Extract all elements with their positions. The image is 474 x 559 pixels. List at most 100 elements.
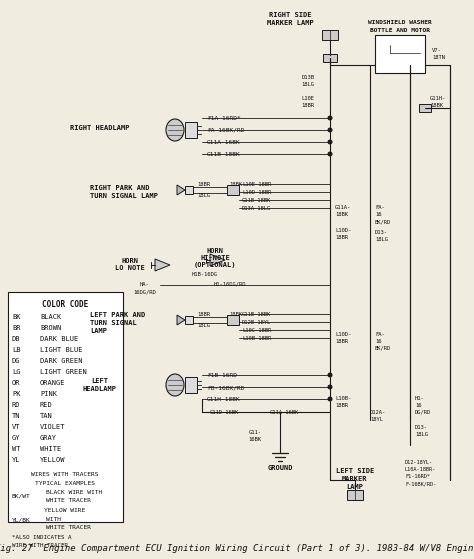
Text: L10C-18BR: L10C-18BR <box>242 328 271 333</box>
Text: HI-NOTE: HI-NOTE <box>200 255 230 261</box>
Text: 18BR: 18BR <box>335 403 348 408</box>
Text: LEFT: LEFT <box>91 378 109 384</box>
Text: 18LG: 18LG <box>375 237 388 242</box>
Text: G11A-16BK: G11A-16BK <box>207 140 241 145</box>
Text: 18YL: 18YL <box>370 417 383 422</box>
Text: WIRE WITH TRACER: WIRE WITH TRACER <box>12 543 68 548</box>
Text: DG: DG <box>12 358 20 364</box>
Text: G11B-18BK: G11B-18BK <box>242 312 271 317</box>
Text: TN: TN <box>12 413 20 419</box>
Text: BK: BK <box>12 314 20 320</box>
Text: G11B-18BK: G11B-18BK <box>207 152 241 157</box>
Text: TURN SIGNAL: TURN SIGNAL <box>90 320 137 326</box>
Text: LEFT SIDE: LEFT SIDE <box>336 468 374 474</box>
Text: DARK BLUE: DARK BLUE <box>40 336 78 342</box>
Text: H1B-16DG: H1B-16DG <box>192 272 218 277</box>
Bar <box>8 292 123 522</box>
Text: 18LG: 18LG <box>415 432 428 437</box>
Text: L10A-18BR-: L10A-18BR- <box>405 467 436 472</box>
Text: FA-: FA- <box>375 332 385 337</box>
Text: LAMP: LAMP <box>346 484 364 490</box>
Text: 18BR: 18BR <box>197 182 210 187</box>
Text: 18BR: 18BR <box>301 103 315 108</box>
Bar <box>227 185 239 195</box>
Polygon shape <box>177 185 185 195</box>
Text: L10D-18BR: L10D-18BR <box>242 190 271 195</box>
Circle shape <box>328 140 332 144</box>
Text: F-16BK/RD-: F-16BK/RD- <box>405 481 436 486</box>
Text: RED: RED <box>40 402 53 408</box>
Text: BK/WT: BK/WT <box>12 494 31 499</box>
Text: FA-: FA- <box>375 205 385 210</box>
Bar <box>419 104 431 112</box>
Text: GY: GY <box>12 435 20 441</box>
Bar <box>185 186 193 194</box>
Text: V7-: V7- <box>432 48 442 53</box>
Text: LO NOTE: LO NOTE <box>115 265 145 271</box>
Text: (OPTIONAL): (OPTIONAL) <box>194 262 236 268</box>
Text: LIGHT BLUE: LIGHT BLUE <box>40 347 82 353</box>
Circle shape <box>328 128 332 132</box>
Text: 18TN: 18TN <box>432 55 445 60</box>
Text: YELLOW: YELLOW <box>40 457 65 463</box>
Text: RIGHT SIDE: RIGHT SIDE <box>269 12 311 18</box>
Text: D13A-18LG: D13A-18LG <box>242 206 271 211</box>
Text: G11A-: G11A- <box>335 205 351 210</box>
Text: G11H-: G11H- <box>430 96 446 101</box>
Text: D13-: D13- <box>375 230 388 235</box>
Text: HORN: HORN <box>121 258 138 264</box>
Text: COLOR CODE: COLOR CODE <box>42 300 88 309</box>
Text: WHITE TRACER: WHITE TRACER <box>46 498 91 503</box>
Text: YL/BK: YL/BK <box>12 517 31 522</box>
Text: RIGHT PARK AND: RIGHT PARK AND <box>90 185 149 191</box>
Text: F1-16RD*: F1-16RD* <box>405 474 430 479</box>
Text: 16BK: 16BK <box>248 437 262 442</box>
Bar <box>347 490 363 500</box>
Text: 18BK: 18BK <box>430 103 443 108</box>
Bar <box>185 316 193 324</box>
Text: L10B-: L10B- <box>335 396 351 401</box>
Text: FB-16BK/RD: FB-16BK/RD <box>207 385 245 390</box>
Text: OR: OR <box>12 380 20 386</box>
Bar <box>375 35 425 73</box>
Text: 18LG: 18LG <box>197 323 210 328</box>
Text: 16: 16 <box>415 403 421 408</box>
Text: VT: VT <box>12 424 20 430</box>
Text: DARK GREEN: DARK GREEN <box>40 358 82 364</box>
Text: F1A-16RD*: F1A-16RD* <box>207 116 241 121</box>
Text: MARKER: MARKER <box>342 476 368 482</box>
Text: RD: RD <box>12 402 20 408</box>
Text: L10D-: L10D- <box>335 332 351 337</box>
Polygon shape <box>155 259 170 271</box>
Circle shape <box>328 116 332 120</box>
Polygon shape <box>177 315 185 325</box>
Text: G11B-18BK: G11B-18BK <box>242 198 271 203</box>
Text: 18BK: 18BK <box>229 182 242 187</box>
Ellipse shape <box>166 119 184 141</box>
Text: GRAY: GRAY <box>40 435 57 441</box>
Text: L10E-18BR: L10E-18BR <box>242 182 271 187</box>
Text: *ALSO INDICATES A: *ALSO INDICATES A <box>12 535 72 540</box>
Text: ORANGE: ORANGE <box>40 380 65 386</box>
Text: WIRES WITH TRACERS: WIRES WITH TRACERS <box>31 472 99 477</box>
Text: Fig. 27  Engine Compartment ECU Ignition Wiring Circuit (Part 1 of 3). 1983-84 W: Fig. 27 Engine Compartment ECU Ignition … <box>0 544 474 553</box>
Text: D13B: D13B <box>301 75 315 80</box>
Text: 18LG: 18LG <box>197 193 210 198</box>
Text: YELLOW WIRE: YELLOW WIRE <box>45 508 86 513</box>
Text: G11D-16BK: G11D-16BK <box>210 410 239 415</box>
Text: 16: 16 <box>375 212 382 217</box>
Text: 18BR: 18BR <box>335 235 348 240</box>
Text: TAN: TAN <box>40 413 53 419</box>
Text: D13-: D13- <box>415 425 428 430</box>
Text: G11A-16BK: G11A-16BK <box>270 410 299 415</box>
Text: TURN SIGNAL LAMP: TURN SIGNAL LAMP <box>90 193 158 199</box>
Text: D12B-18YL: D12B-18YL <box>242 320 271 325</box>
Text: L10E: L10E <box>301 96 315 101</box>
Text: DG/RD: DG/RD <box>415 410 431 415</box>
Circle shape <box>328 385 332 389</box>
Text: BOTTLE AND MOTOR: BOTTLE AND MOTOR <box>370 28 430 33</box>
Text: WHITE: WHITE <box>40 446 61 452</box>
Text: BLACK WIRE WITH: BLACK WIRE WITH <box>46 490 102 495</box>
Text: HORN: HORN <box>207 248 224 254</box>
Text: MARKER LAMP: MARKER LAMP <box>266 20 313 26</box>
